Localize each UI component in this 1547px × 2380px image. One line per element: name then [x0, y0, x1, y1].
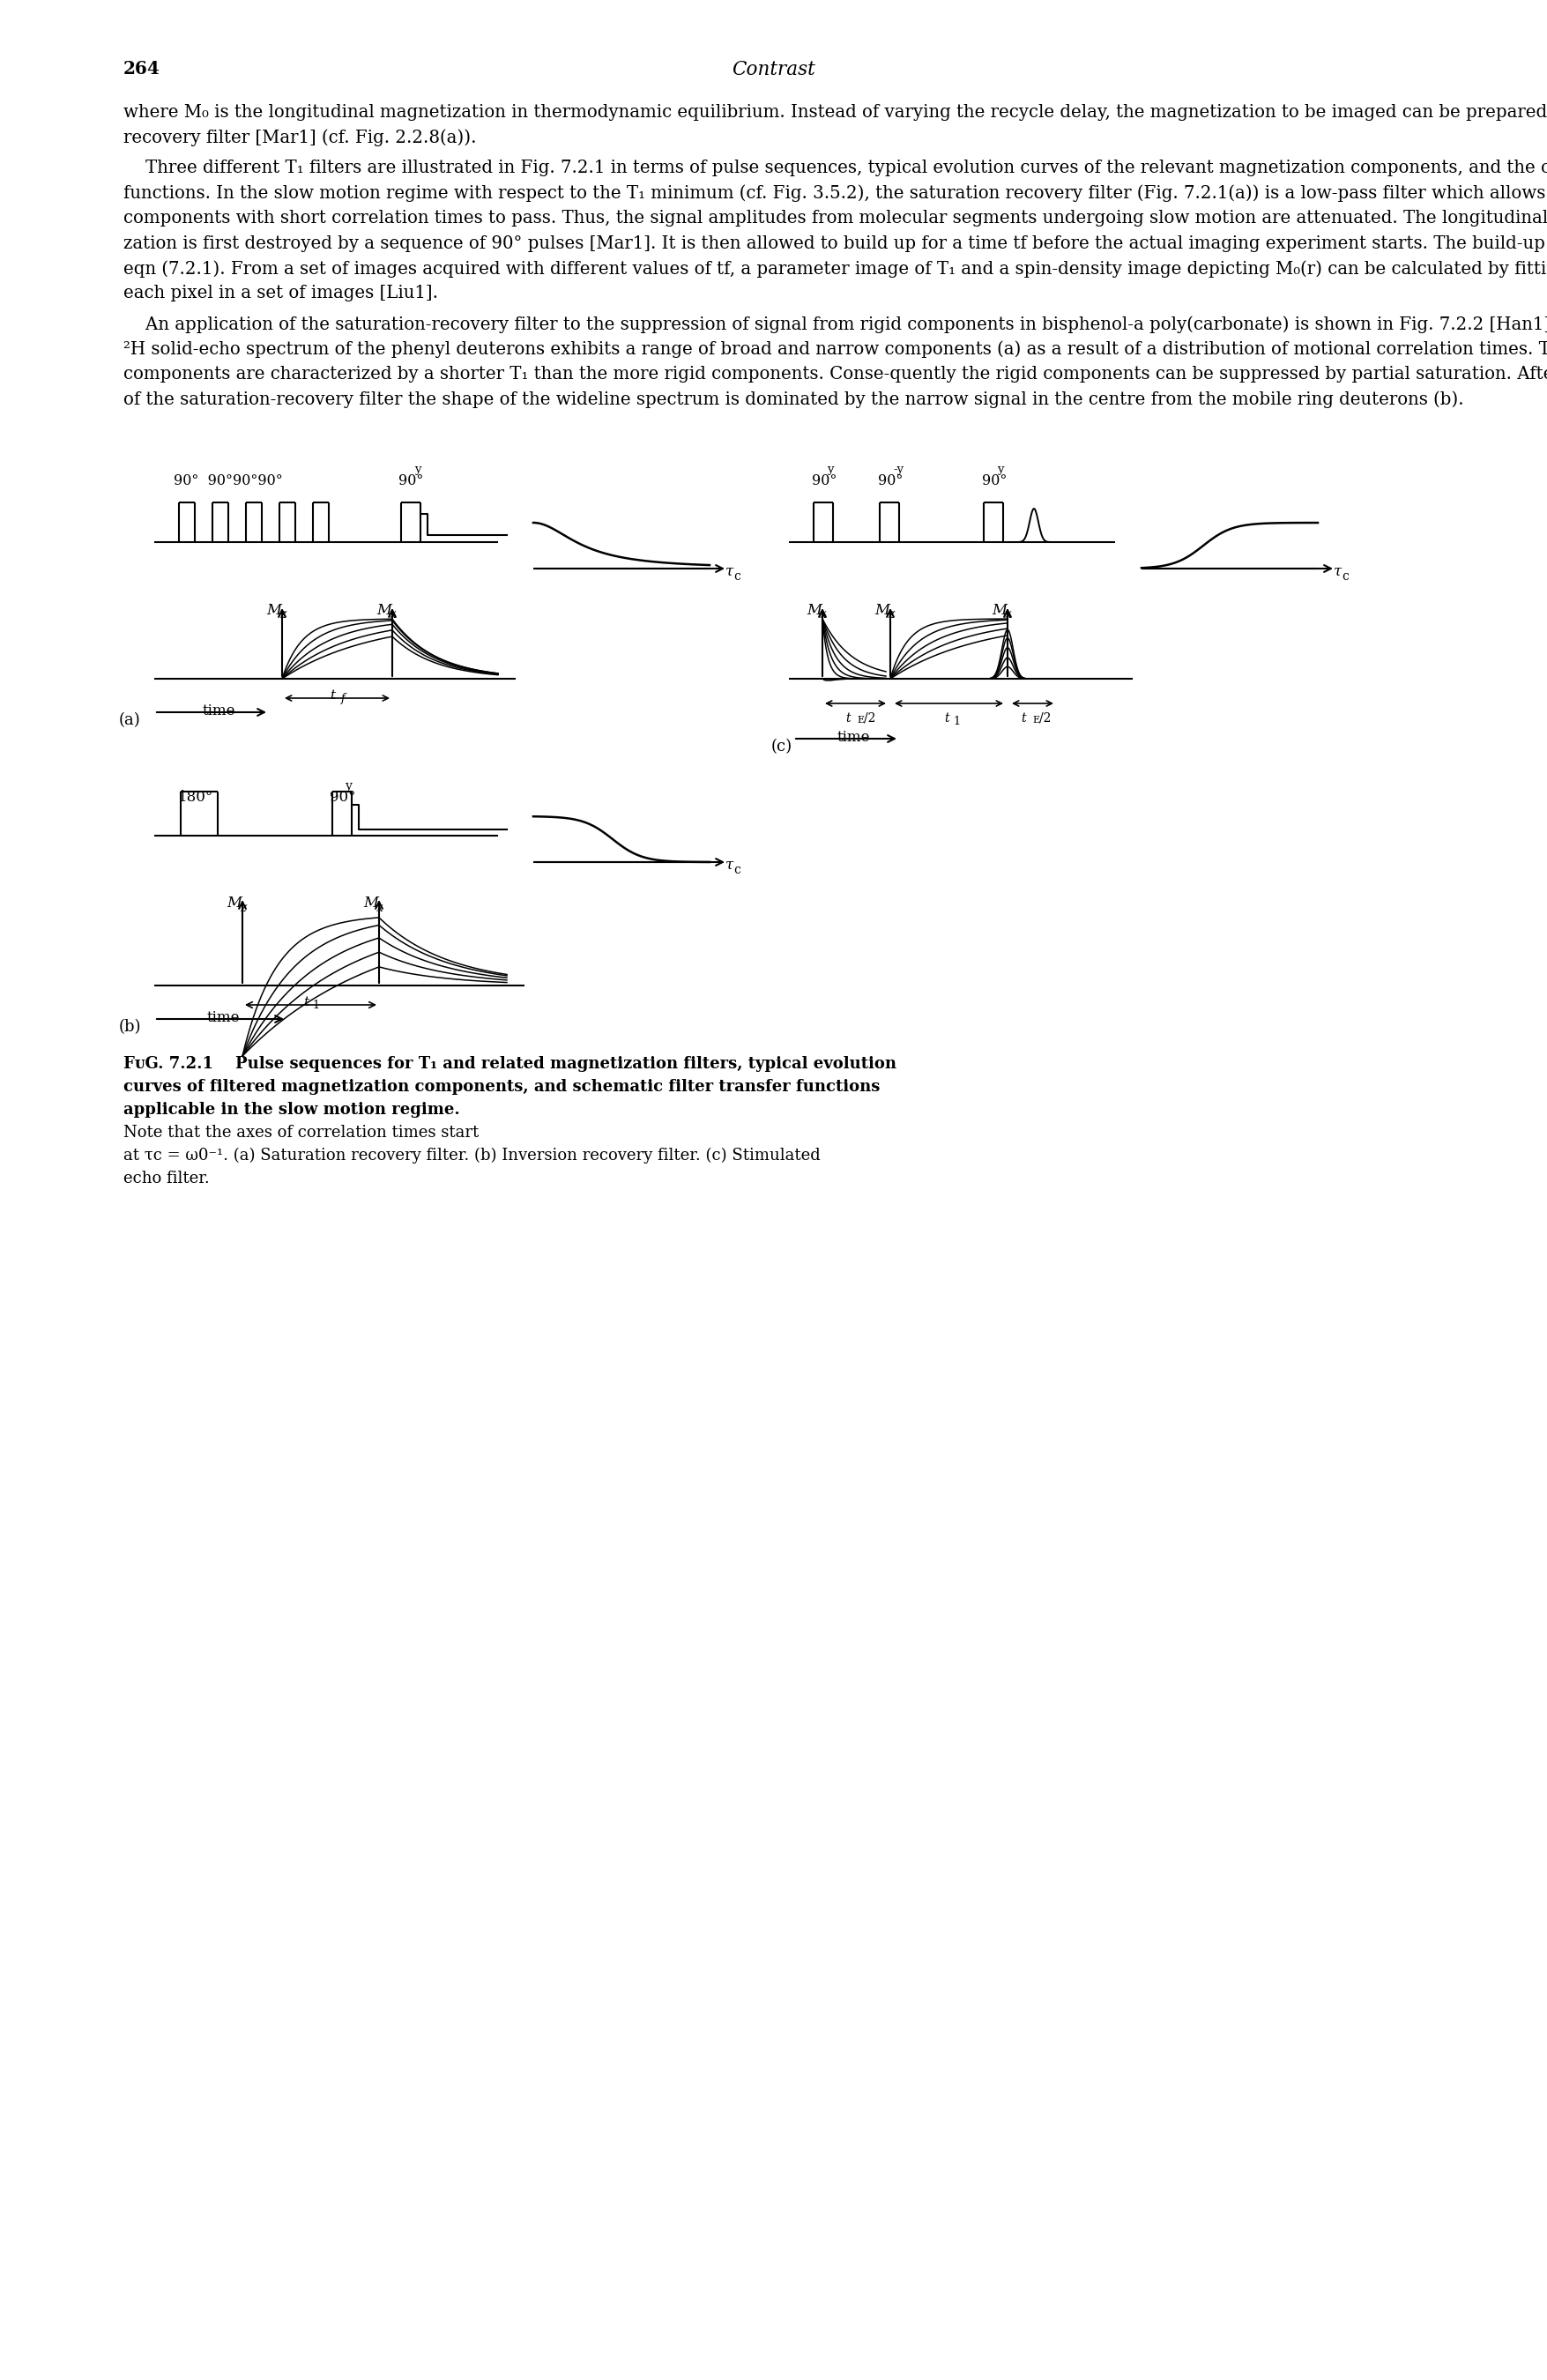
Text: M: M [806, 602, 821, 619]
Text: z: z [240, 902, 246, 914]
Text: 1: 1 [953, 716, 959, 728]
Text: An application of the saturation-recovery filter to the suppression of signal fr: An application of the saturation-recover… [124, 317, 1547, 333]
Text: ²H solid-echo spectrum of the phenyl deuterons exhibits a range of broad and nar: ²H solid-echo spectrum of the phenyl deu… [124, 340, 1547, 357]
Text: 1: 1 [312, 1000, 319, 1012]
Text: τ: τ [1334, 564, 1341, 578]
Text: applicable in the slow motion regime.: applicable in the slow motion regime. [124, 1102, 459, 1119]
Text: functions. In the slow motion regime with respect to the T₁ minimum (cf. Fig. 3.: functions. In the slow motion regime wit… [124, 186, 1547, 202]
Text: time: time [203, 704, 235, 719]
Text: components with short correlation times to pass. Thus, the signal amplitudes fro: components with short correlation times … [124, 209, 1547, 226]
Text: x: x [1004, 609, 1012, 621]
Text: M: M [226, 895, 241, 912]
Text: M: M [874, 602, 890, 619]
Text: Three different T₁ filters are illustrated in Fig. 7.2.1 in terms of pulse seque: Three different T₁ filters are illustrat… [124, 159, 1547, 176]
Text: τ: τ [726, 564, 733, 578]
Text: of the saturation-recovery filter the shape of the wideline spectrum is dominate: of the saturation-recovery filter the sh… [124, 390, 1463, 409]
Text: y: y [345, 781, 353, 793]
Text: c: c [733, 571, 739, 583]
Text: z: z [280, 609, 286, 621]
Text: M: M [992, 602, 1006, 619]
Text: t: t [303, 997, 308, 1009]
Text: t: t [845, 712, 849, 724]
Text: Contrast: Contrast [732, 60, 815, 79]
Text: t: t [1019, 712, 1026, 724]
Text: -y: -y [893, 464, 903, 476]
Text: E: E [1032, 716, 1038, 724]
Text: c: c [1341, 571, 1347, 583]
Text: 90°: 90° [877, 474, 902, 488]
Text: E: E [857, 716, 863, 724]
Text: M: M [266, 602, 282, 619]
Text: t: t [330, 690, 334, 702]
Text: x: x [376, 902, 384, 914]
Text: x: x [820, 609, 826, 621]
Text: /2: /2 [1038, 712, 1050, 724]
Text: 90°: 90° [398, 474, 424, 488]
Text: each pixel in a set of images [Liu1].: each pixel in a set of images [Liu1]. [124, 286, 438, 302]
Text: (b): (b) [119, 1019, 141, 1035]
Text: y: y [996, 464, 1002, 476]
Text: x: x [390, 609, 396, 621]
Text: 264: 264 [124, 60, 161, 79]
Text: M: M [364, 895, 377, 912]
Text: M: M [376, 602, 391, 619]
Text: (a): (a) [119, 712, 141, 728]
Text: Note that the axes of correlation times start: Note that the axes of correlation times … [124, 1126, 478, 1140]
Text: zation is first destroyed by a sequence of 90° pulses [Mar1]. It is then allowed: zation is first destroyed by a sequence … [124, 236, 1547, 252]
Text: echo filter.: echo filter. [124, 1171, 209, 1188]
Text: time: time [837, 731, 869, 745]
Text: time: time [207, 1009, 240, 1026]
Text: FᴜG. 7.2.1    Pulse sequences for T₁ and related magnetization filters, typical : FᴜG. 7.2.1 Pulse sequences for T₁ and re… [124, 1057, 896, 1071]
Text: eqn (7.2.1). From a set of images acquired with different values of tf, a parame: eqn (7.2.1). From a set of images acquir… [124, 259, 1547, 278]
Text: curves of filtered magnetization components, and schematic filter transfer funct: curves of filtered magnetization compone… [124, 1078, 880, 1095]
Text: 90°: 90° [330, 790, 356, 804]
Text: components are characterized by a shorter T₁ than the more rigid components. Con: components are characterized by a shorte… [124, 367, 1547, 383]
Text: τ: τ [726, 857, 733, 873]
Text: y: y [826, 464, 832, 476]
Text: z: z [886, 609, 894, 621]
Text: y: y [415, 464, 421, 476]
Text: /2: /2 [863, 712, 876, 724]
Text: c: c [733, 864, 739, 876]
Text: (c): (c) [770, 738, 792, 754]
Text: t: t [944, 712, 948, 724]
Text: 90°  90°90°90°: 90° 90°90°90° [173, 474, 283, 488]
Text: f: f [340, 693, 345, 704]
Text: recovery filter [Mar1] (cf. Fig. 2.2.8(a)).: recovery filter [Mar1] (cf. Fig. 2.2.8(a… [124, 129, 476, 148]
Text: at τc = ω0⁻¹. (a) Saturation recovery filter. (b) Inversion recovery filter. (c): at τc = ω0⁻¹. (a) Saturation recovery fi… [124, 1147, 820, 1164]
Text: where M₀ is the longitudinal magnetization in thermodynamic equilibrium. Instead: where M₀ is the longitudinal magnetizati… [124, 105, 1547, 121]
Text: 90°: 90° [811, 474, 837, 488]
Text: 180°: 180° [178, 790, 213, 804]
Text: 90°: 90° [981, 474, 1007, 488]
